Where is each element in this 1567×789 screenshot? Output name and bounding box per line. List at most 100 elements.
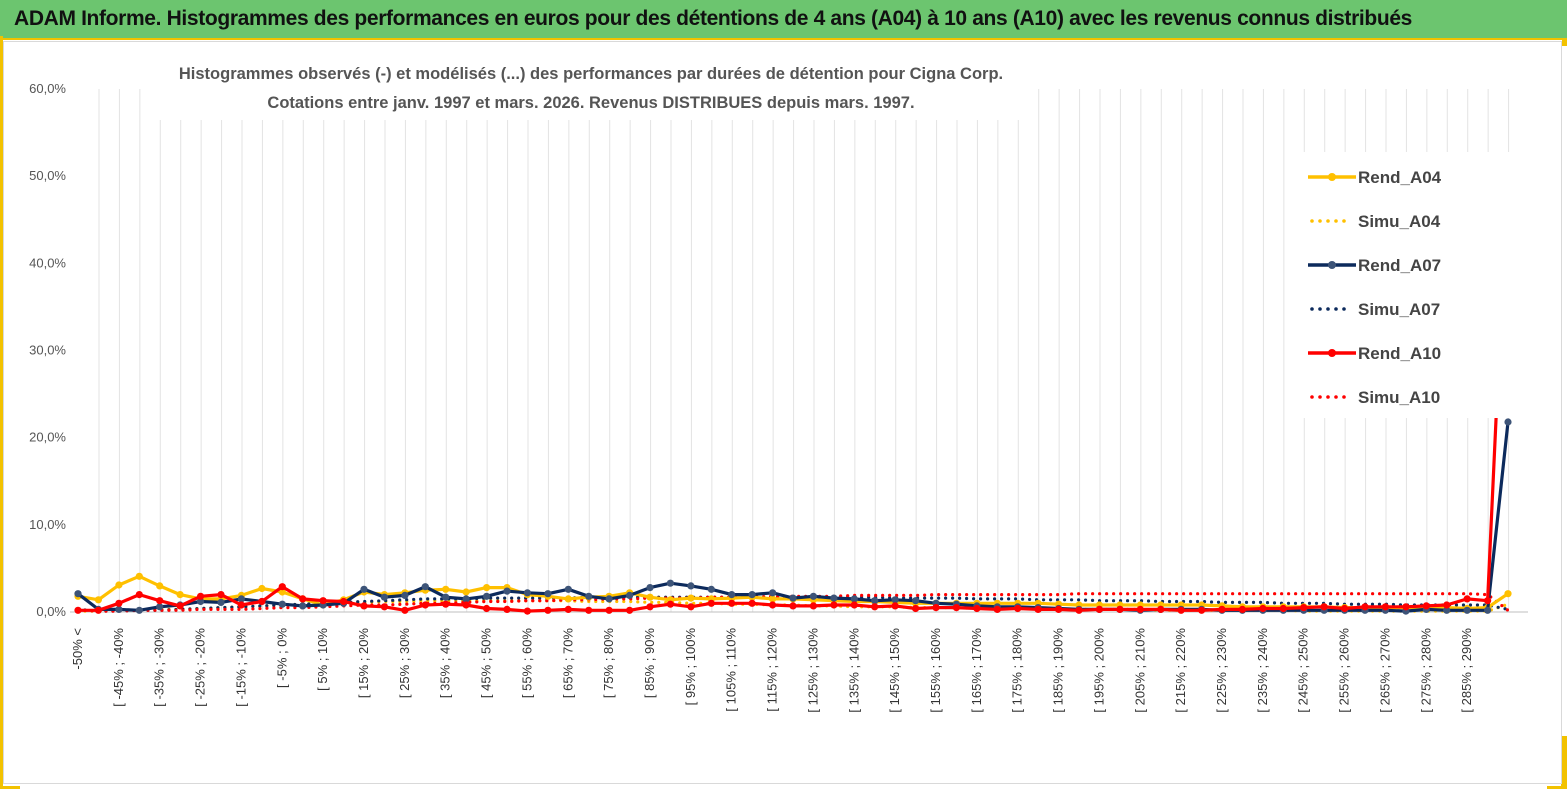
data-point-Rend_A04 bbox=[258, 584, 266, 593]
data-point-Rend_A07 bbox=[666, 579, 675, 587]
legend-label-Rend_A10: Rend_A10 bbox=[1358, 344, 1441, 363]
x-tick-label: [ 105% ; 110% bbox=[724, 628, 739, 712]
x-tick-label: [ 115% ; 120% bbox=[765, 628, 780, 712]
data-point-Rend_A10 bbox=[809, 602, 818, 610]
accent-edge-bottom-right-corner bbox=[1547, 786, 1567, 789]
legend-label-Simu_A07: Simu_A07 bbox=[1358, 300, 1440, 319]
data-point-Rend_A10 bbox=[891, 602, 899, 610]
legend: Rend_A04 Simu_A04 Rend_A07 Simu_A07 Rend_A10… bbox=[1294, 152, 1516, 418]
x-tick-label: [ 85% ; 90% bbox=[642, 628, 657, 699]
data-point-Rend_A07 bbox=[360, 585, 368, 593]
data-point-Rend_A07 bbox=[687, 582, 695, 590]
data-point-Rend_A04 bbox=[483, 584, 491, 592]
data-point-Rend_A10 bbox=[605, 606, 613, 614]
data-point-Rend_A10 bbox=[1198, 606, 1206, 614]
x-tick-label: -50% < bbox=[70, 628, 85, 670]
data-point-Rend_A07 bbox=[830, 594, 838, 602]
data-point-Rend_A04 bbox=[462, 588, 470, 596]
legend-label-Simu_A10: Simu_A10 bbox=[1358, 388, 1440, 407]
data-point-Rend_A10 bbox=[217, 591, 225, 599]
data-point-Rend_A10 bbox=[1361, 603, 1369, 611]
data-point-Rend_A07 bbox=[544, 590, 552, 598]
data-point-Rend_A10 bbox=[932, 604, 940, 612]
x-tick-label: [ 45% ; 50% bbox=[479, 628, 494, 699]
data-point-Rend_A10 bbox=[237, 601, 245, 609]
data-point-Rend_A10 bbox=[278, 583, 286, 591]
data-point-Rend_A10 bbox=[94, 606, 102, 614]
legend-label-Rend_A04: Rend_A04 bbox=[1358, 168, 1442, 187]
y-tick-label: 10,0% bbox=[29, 517, 66, 532]
data-point-Rend_A07 bbox=[462, 595, 470, 603]
data-point-Rend_A07 bbox=[564, 585, 572, 593]
data-point-Rend_A10 bbox=[973, 604, 981, 613]
x-tick-label: [ 5% ; 10% bbox=[315, 628, 330, 691]
data-point-Rend_A07 bbox=[503, 587, 511, 595]
x-tick-label: [ 135% ; 140% bbox=[846, 628, 861, 713]
data-point-Rend_A07 bbox=[626, 591, 634, 600]
data-point-Rend_A10 bbox=[871, 603, 879, 611]
data-point-Rend_A10 bbox=[258, 597, 266, 606]
data-point-Rend_A10 bbox=[483, 604, 491, 613]
x-tick-label: [ 285% ; 290% bbox=[1459, 628, 1474, 713]
data-point-Rend_A10 bbox=[1034, 605, 1042, 614]
x-tick-label: [ 125% ; 130% bbox=[805, 628, 820, 713]
data-point-Rend_A10 bbox=[380, 603, 388, 611]
series-line-Rend_A10 bbox=[78, 161, 1510, 613]
legend-marker-Rend_A10 bbox=[1328, 349, 1336, 357]
y-tick-label: 20,0% bbox=[29, 430, 66, 445]
data-point-Rend_A07 bbox=[135, 606, 143, 614]
data-point-Rend_A10 bbox=[503, 605, 511, 614]
data-point-Rend_A10 bbox=[401, 606, 409, 614]
x-tick-label: [ 75% ; 80% bbox=[601, 628, 616, 699]
data-point-Rend_A10 bbox=[1300, 604, 1308, 612]
data-point-Rend_A10 bbox=[462, 601, 470, 609]
data-point-Rend_A10 bbox=[1055, 605, 1063, 614]
data-point-Rend_A10 bbox=[912, 604, 920, 613]
x-tick-label: [ 235% ; 240% bbox=[1255, 628, 1270, 713]
legend-marker-Rend_A04 bbox=[1328, 173, 1336, 181]
data-point-Rend_A07 bbox=[523, 589, 532, 597]
data-point-Rend_A10 bbox=[728, 599, 736, 607]
data-point-Rend_A04 bbox=[156, 582, 164, 590]
data-point-Rend_A10 bbox=[544, 606, 552, 614]
data-point-Rend_A07 bbox=[197, 597, 205, 606]
data-point-Rend_A07 bbox=[483, 592, 491, 600]
data-point-Rend_A10 bbox=[626, 606, 634, 614]
data-point-Rend_A07 bbox=[871, 597, 879, 605]
accent-edge-right bbox=[1562, 40, 1567, 46]
data-point-Rend_A07 bbox=[217, 598, 225, 607]
data-point-Rend_A10 bbox=[769, 601, 777, 609]
data-point-Rend_A07 bbox=[299, 602, 307, 610]
data-point-Rend_A10 bbox=[1422, 602, 1430, 610]
x-tick-label: [ 55% ; 60% bbox=[519, 628, 534, 699]
data-point-Rend_A10 bbox=[1443, 601, 1451, 609]
data-point-Rend_A10 bbox=[1136, 605, 1144, 614]
data-point-Rend_A07 bbox=[1443, 606, 1451, 614]
data-point-Rend_A10 bbox=[1116, 605, 1124, 614]
series-lines bbox=[74, 157, 1512, 615]
data-point-Rend_A07 bbox=[769, 589, 777, 597]
data-point-Rend_A04 bbox=[1504, 590, 1512, 598]
data-point-Rend_A10 bbox=[1218, 605, 1226, 614]
data-point-Rend_A07 bbox=[1484, 606, 1492, 614]
data-point-Rend_A07 bbox=[891, 596, 899, 604]
data-point-Rend_A10 bbox=[1341, 604, 1349, 613]
x-tick-label: [ 255% ; 260% bbox=[1337, 628, 1352, 713]
data-point-Rend_A10 bbox=[1402, 603, 1410, 611]
data-point-Rend_A10 bbox=[1259, 604, 1267, 613]
x-tick-label: [ 185% ; 190% bbox=[1051, 628, 1066, 713]
data-point-Rend_A10 bbox=[1014, 604, 1022, 613]
data-point-Rend_A10 bbox=[646, 603, 654, 611]
data-point-Rend_A10 bbox=[789, 602, 797, 610]
data-point-Rend_A10 bbox=[1157, 605, 1165, 614]
title-backdrop bbox=[150, 56, 1032, 120]
data-point-Rend_A04 bbox=[278, 588, 286, 596]
data-point-Rend_A10 bbox=[74, 606, 82, 614]
data-point-Rend_A04 bbox=[176, 591, 184, 599]
data-point-Rend_A07 bbox=[850, 595, 858, 603]
x-tick-label: [ -25% ; -20% bbox=[193, 628, 208, 707]
y-tick-label: 40,0% bbox=[29, 255, 66, 270]
y-tick-label: 60,0% bbox=[29, 81, 66, 96]
legend-label-Rend_A07: Rend_A07 bbox=[1358, 256, 1441, 275]
